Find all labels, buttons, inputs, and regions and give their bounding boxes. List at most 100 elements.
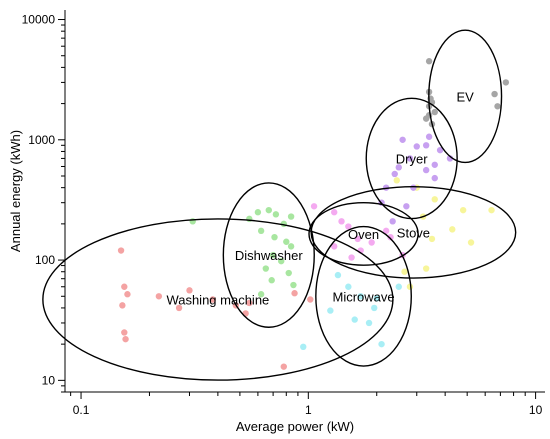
washing-machine-point: [175, 304, 183, 312]
dishwasher-point: [254, 209, 262, 216]
dryer-point: [395, 164, 402, 171]
dishwasher-point: [283, 238, 290, 245]
oven-point: [354, 235, 361, 243]
y-tick-label: 100: [35, 253, 55, 267]
microwave-label: Microwave: [332, 289, 394, 304]
microwave-point: [395, 283, 402, 290]
dryer-point: [422, 166, 430, 174]
dishwasher-label: Dishwasher: [235, 248, 304, 263]
washing-machine-point: [291, 290, 298, 297]
oven-point: [338, 218, 345, 225]
dryer-label: Dryer: [396, 151, 428, 166]
stove-point: [449, 226, 456, 233]
dishwasher-point: [290, 281, 297, 289]
dryer-ellipse: [365, 97, 458, 220]
oven-point: [368, 239, 375, 246]
microwave-point: [365, 319, 373, 327]
dryer-point: [422, 142, 430, 149]
dryer-point: [403, 203, 410, 210]
dryer-point: [446, 155, 454, 162]
x-tick-label: 1: [305, 403, 312, 417]
dryer-point: [431, 161, 438, 168]
stove-point: [467, 239, 475, 246]
ev-point: [425, 112, 433, 119]
x-axis-label: Average power (kW): [236, 419, 354, 434]
y-tick-label: 1000: [28, 133, 55, 147]
microwave-point: [357, 293, 364, 300]
y-axis-label: Annual energy (kWh): [8, 130, 23, 252]
stove-point: [428, 235, 436, 243]
oven-point: [387, 233, 394, 241]
ev-point: [502, 79, 510, 86]
washing-machine-point: [155, 293, 163, 300]
dishwasher-point: [246, 215, 253, 223]
microwave-ellipse: [315, 225, 412, 367]
dishwasher-point: [285, 269, 292, 277]
y-tick-label: 10: [42, 373, 56, 387]
oven-label: Oven: [348, 227, 379, 242]
washing-machine-ellipse: [42, 218, 394, 381]
dryer-point: [406, 155, 414, 162]
stove-ellipse: [310, 185, 517, 279]
stove-point: [401, 268, 408, 275]
axes-layer: [64, 10, 545, 393]
washing-machine-point: [122, 335, 129, 343]
ev-point: [425, 58, 433, 65]
microwave-point: [373, 295, 380, 302]
dishwasher-point: [287, 213, 295, 220]
dryer-point: [391, 170, 398, 178]
x-tick-label: 10: [529, 403, 543, 417]
oven-point: [348, 254, 355, 261]
points-layer: [117, 58, 510, 370]
microwave-point: [300, 343, 307, 351]
dishwasher-point: [265, 206, 272, 214]
dishwasher-point: [269, 251, 277, 259]
dryer-point: [436, 146, 444, 154]
oven-point: [331, 243, 338, 250]
dishwasher-point: [257, 291, 265, 298]
dishwasher-point: [262, 265, 269, 272]
stove-point: [422, 265, 430, 272]
stove-point: [406, 283, 414, 290]
dishwasher-point: [272, 211, 280, 218]
stove-point: [393, 177, 400, 184]
ev-point: [494, 103, 501, 110]
washing-machine-point: [186, 287, 193, 294]
oven-point: [382, 227, 390, 235]
microwave-point: [334, 271, 342, 279]
dryer-point: [413, 143, 420, 150]
dishwasher-point: [257, 227, 265, 235]
y-tick-label: 10000: [22, 13, 56, 27]
oven-point: [331, 209, 338, 216]
washing-machine-point: [246, 299, 253, 307]
washing-machine-point: [280, 363, 287, 370]
oven-point: [345, 223, 352, 230]
washing-machine-point: [121, 283, 128, 290]
microwave-point: [351, 316, 358, 323]
microwave-point: [371, 304, 378, 312]
dishwasher-point: [271, 233, 278, 241]
dryer-point: [389, 218, 396, 225]
stove-label: Stove: [397, 225, 430, 240]
dishwasher-ellipse: [222, 182, 315, 328]
microwave-point: [345, 283, 352, 290]
stove-point: [459, 206, 467, 214]
microwave-point: [378, 340, 385, 348]
dryer-point: [410, 184, 417, 191]
ev-point: [491, 90, 498, 98]
ev-label: EV: [457, 89, 475, 104]
dishwasher-point: [268, 277, 275, 284]
washing-machine-point: [117, 247, 125, 254]
dryer-point: [431, 174, 438, 182]
dryer-point: [399, 136, 406, 143]
dishwasher-point: [278, 257, 285, 265]
washing-machine-label: Washing machine: [166, 293, 269, 308]
microwave-point: [327, 307, 334, 314]
ellipses-layer: Washing machine Dishwasher Oven Microwave St…: [42, 29, 517, 381]
oven-ellipse: [308, 201, 419, 266]
ticks-layer: 0.1 1 10 10 100 1000 10000: [22, 13, 543, 417]
ev-point: [431, 108, 438, 116]
oven-point: [310, 203, 318, 210]
washing-machine-point: [307, 296, 314, 303]
